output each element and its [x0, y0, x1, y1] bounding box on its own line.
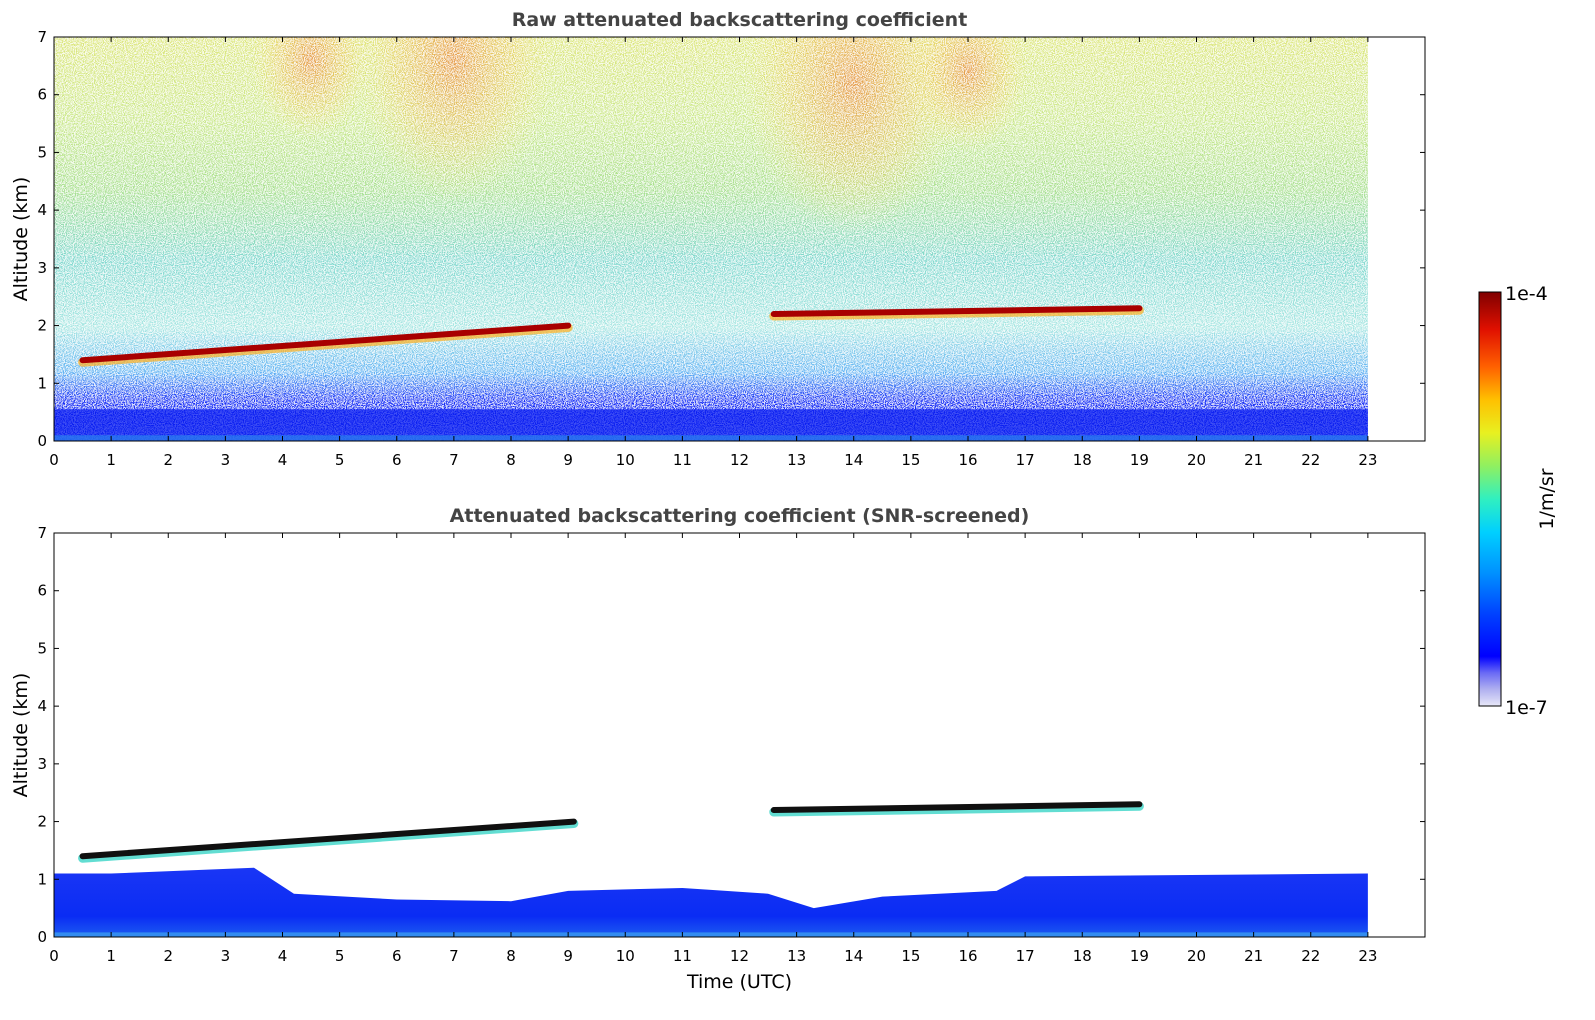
- x-tick-label: 11: [673, 451, 692, 469]
- chart-title: Attenuated backscattering coefficient (S…: [450, 505, 1030, 527]
- y-tick-label: 5: [37, 143, 47, 161]
- x-tick-label: 10: [616, 451, 635, 469]
- x-tick-label: 21: [1244, 947, 1263, 965]
- x-tick-label: 0: [49, 451, 59, 469]
- x-tick-label: 7: [449, 451, 459, 469]
- y-tick-label: 6: [37, 582, 47, 600]
- x-tick-label: 2: [163, 947, 173, 965]
- y-tick-label: 6: [37, 86, 47, 104]
- x-tick-label: 9: [563, 451, 573, 469]
- x-tick-label: 16: [958, 947, 977, 965]
- x-tick-label: 18: [1073, 947, 1092, 965]
- x-tick-label: 22: [1301, 947, 1320, 965]
- y-tick-label: 7: [37, 28, 47, 46]
- x-tick-label: 8: [506, 451, 516, 469]
- x-tick-label: 5: [335, 451, 345, 469]
- x-tick-label: 23: [1358, 947, 1377, 965]
- x-tick-label: 3: [221, 451, 231, 469]
- y-tick-label: 0: [37, 432, 47, 450]
- x-axis-label: Time (UTC): [686, 971, 792, 993]
- x-tick-label: 4: [278, 947, 288, 965]
- x-tick-label: 19: [1130, 451, 1149, 469]
- x-tick-label: 6: [392, 947, 402, 965]
- cloud-layer-1: [79, 322, 572, 364]
- x-tick-label: 22: [1301, 451, 1320, 469]
- y-tick-label: 3: [37, 259, 47, 277]
- y-tick-label: 3: [37, 755, 47, 773]
- x-tick-label: 1: [106, 947, 116, 965]
- x-tick-label: 17: [1016, 947, 1035, 965]
- y-tick-label: 2: [37, 317, 47, 335]
- y-axis-label: Altitude (km): [10, 177, 32, 302]
- cloud-layer-1: [79, 818, 577, 860]
- x-tick-label: 6: [392, 451, 402, 469]
- surface-layer: [54, 435, 1368, 441]
- x-tick-label: 20: [1187, 451, 1206, 469]
- x-tick-label: 13: [787, 947, 806, 965]
- chart-title: Raw attenuated backscattering coefficien…: [512, 9, 968, 31]
- x-tick-label: 17: [1016, 451, 1035, 469]
- x-tick-label: 8: [506, 947, 516, 965]
- x-tick-label: 12: [730, 947, 749, 965]
- panel-raw: 0 1 2 3 4 5 6 7 8 9 10 11 12 13 14 15 16 17 18 19 20 21 22 2301…: [10, 9, 1426, 469]
- cloud-layer-2: [770, 801, 1143, 814]
- colorbar-min-label: 1e-7: [1505, 697, 1548, 719]
- x-tick-label: 18: [1073, 451, 1092, 469]
- surface-layer: [54, 932, 1368, 937]
- y-tick-label: 4: [37, 201, 47, 219]
- x-tick-label: 14: [844, 451, 863, 469]
- x-tick-label: 20: [1187, 947, 1206, 965]
- x-tick-label: 0: [49, 947, 59, 965]
- x-tick-label: 10: [616, 947, 635, 965]
- y-axis-label: Altitude (km): [10, 673, 32, 798]
- colorbar-gradient: [1478, 291, 1502, 707]
- noise-speckle: [54, 37, 1368, 441]
- colorbar-max-label: 1e-4: [1505, 283, 1548, 305]
- y-tick-label: 2: [37, 813, 47, 831]
- colorbar: 1e-4 1e-7 1/m/sr: [1478, 283, 1558, 719]
- x-tick-label: 15: [901, 451, 920, 469]
- y-tick-label: 7: [37, 524, 47, 542]
- panel-snr-screened: 0 1 2 3 4 5 6 7 8 9 10 11 12 13 14 15 16 17 18 19 20 21 22 2301…: [10, 505, 1426, 993]
- raw-backscatter-field: [54, 37, 1368, 441]
- x-tick-label: 14: [844, 947, 863, 965]
- y-tick-label: 1: [37, 870, 47, 888]
- boundary-layer-aerosol: [54, 867, 1368, 937]
- screened-backscatter-field: [54, 867, 1368, 937]
- y-tick-label: 4: [37, 697, 47, 715]
- x-tick-label: 15: [901, 947, 920, 965]
- colorbar-unit-label: 1/m/sr: [1536, 468, 1558, 529]
- x-tick-label: 11: [673, 947, 692, 965]
- x-tick-label: 2: [163, 451, 173, 469]
- y-tick-label: 0: [37, 928, 47, 946]
- x-tick-label: 7: [449, 947, 459, 965]
- x-tick-label: 13: [787, 451, 806, 469]
- x-tick-label: 12: [730, 451, 749, 469]
- x-tick-label: 5: [335, 947, 345, 965]
- x-tick-label: 16: [958, 451, 977, 469]
- x-tick-label: 19: [1130, 947, 1149, 965]
- x-tick-label: 1: [106, 451, 116, 469]
- x-tick-label: 3: [221, 947, 231, 965]
- x-tick-label: 23: [1358, 451, 1377, 469]
- x-tick-label: 21: [1244, 451, 1263, 469]
- cloud-layer-2: [770, 305, 1143, 318]
- y-tick-label: 5: [37, 639, 47, 657]
- y-tick-label: 1: [37, 374, 47, 392]
- x-tick-label: 4: [278, 451, 288, 469]
- x-tick-label: 9: [563, 947, 573, 965]
